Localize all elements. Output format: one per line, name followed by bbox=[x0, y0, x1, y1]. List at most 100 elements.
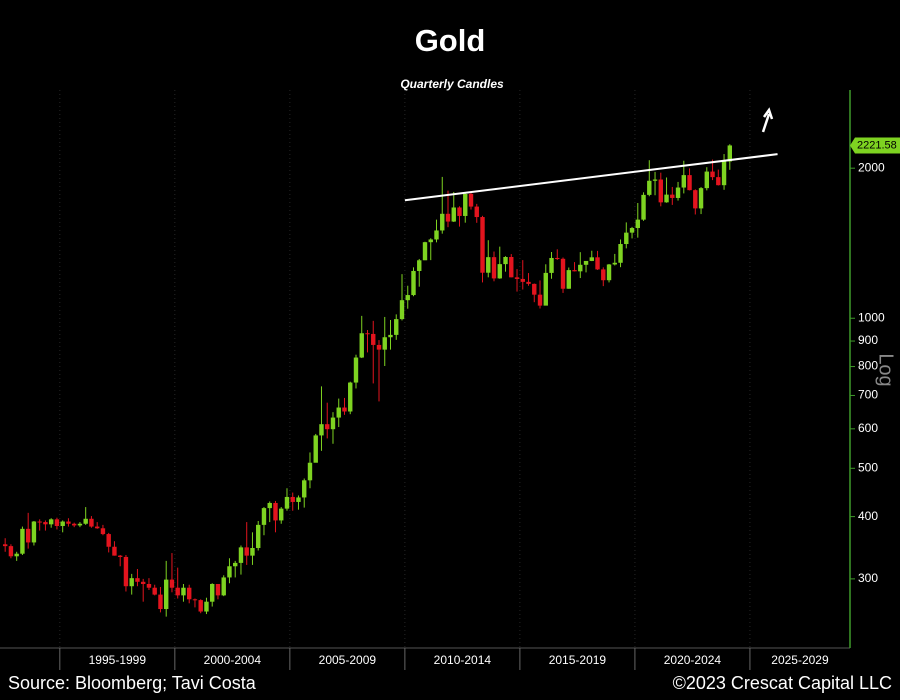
candle-body bbox=[192, 599, 198, 601]
candle-body bbox=[560, 258, 566, 289]
candle-body bbox=[578, 264, 583, 272]
candle-body bbox=[509, 256, 514, 278]
candle-body bbox=[48, 519, 54, 525]
candle-body bbox=[273, 502, 278, 521]
candle-body bbox=[647, 180, 652, 195]
candle-body bbox=[555, 257, 560, 259]
candle-body bbox=[693, 190, 698, 209]
candle-body bbox=[83, 518, 88, 524]
candle-body bbox=[532, 283, 537, 295]
candle-body bbox=[601, 269, 606, 281]
y-tick-label: 900 bbox=[858, 333, 878, 347]
candle-body bbox=[175, 587, 180, 596]
candle-body bbox=[302, 480, 307, 498]
candle-body bbox=[629, 228, 635, 233]
candle-body bbox=[8, 546, 14, 557]
candle-body bbox=[612, 262, 617, 265]
candle-body bbox=[296, 497, 301, 502]
candle-body bbox=[698, 188, 704, 209]
candle-body bbox=[94, 526, 100, 529]
candle-body bbox=[595, 257, 600, 270]
candle-body bbox=[117, 555, 123, 557]
candle-body bbox=[716, 177, 721, 186]
y-tick-label: 2000 bbox=[858, 160, 885, 174]
y-tick-label: 500 bbox=[858, 460, 878, 474]
candle-body bbox=[675, 187, 681, 198]
x-tick-label: 2000-2004 bbox=[204, 653, 262, 667]
candle-body bbox=[141, 581, 146, 584]
candle-body bbox=[365, 333, 370, 335]
candle-body bbox=[428, 239, 433, 243]
candle-body bbox=[135, 578, 140, 582]
candle-body bbox=[572, 270, 577, 272]
candle-body bbox=[681, 175, 686, 188]
candle-body bbox=[77, 523, 83, 526]
candle-body bbox=[152, 587, 157, 595]
candle-body bbox=[164, 579, 169, 610]
candle-body bbox=[399, 300, 405, 320]
candle-body bbox=[486, 257, 491, 273]
candle-body bbox=[641, 194, 646, 220]
candle-body bbox=[359, 333, 364, 358]
candle-body bbox=[204, 601, 209, 612]
candle-body bbox=[543, 272, 548, 306]
candle-body bbox=[382, 337, 387, 350]
candle-body bbox=[71, 523, 77, 526]
candle-body bbox=[463, 193, 468, 216]
candle-body bbox=[589, 257, 594, 261]
arrow bbox=[761, 107, 774, 133]
candle-body bbox=[284, 496, 290, 509]
candle-body bbox=[267, 502, 272, 509]
candle-body bbox=[474, 206, 479, 218]
candle-body bbox=[451, 207, 456, 222]
y-tick-label: 800 bbox=[858, 359, 878, 373]
candle-body bbox=[583, 260, 589, 265]
candle-body bbox=[313, 435, 318, 463]
candle-body bbox=[112, 546, 117, 556]
candle-body bbox=[624, 232, 629, 245]
y-tick-label: 400 bbox=[858, 509, 878, 523]
candle-body bbox=[221, 577, 226, 596]
x-tick-label: 2015-2019 bbox=[549, 653, 607, 667]
chart-subtitle: Quarterly Candles bbox=[400, 77, 504, 91]
candle-body bbox=[123, 556, 129, 587]
candle-body bbox=[244, 547, 249, 556]
candle-body bbox=[434, 230, 439, 240]
candle-body bbox=[618, 244, 623, 263]
candle-body bbox=[652, 179, 658, 181]
candle-body bbox=[325, 424, 330, 430]
candle-body bbox=[670, 194, 675, 198]
chart-title: Gold bbox=[415, 23, 486, 58]
x-tick-label: 1995-1999 bbox=[89, 653, 147, 667]
last-price-label: 2221.58 bbox=[857, 139, 897, 151]
candle-body bbox=[635, 219, 640, 229]
footer-copyright: ©2023 Crescat Capital LLC bbox=[673, 673, 892, 693]
candle-body bbox=[238, 547, 244, 563]
candle-body bbox=[566, 270, 571, 289]
candle-body bbox=[687, 175, 692, 191]
candle-body bbox=[181, 587, 186, 596]
candle-body bbox=[520, 278, 525, 282]
candle-body bbox=[330, 417, 336, 430]
candle-body bbox=[279, 508, 284, 521]
candle-body bbox=[704, 171, 709, 189]
candle-body bbox=[66, 521, 71, 524]
candle-body bbox=[158, 594, 163, 610]
candle-body bbox=[31, 521, 37, 543]
candle-body bbox=[2, 544, 8, 547]
trend-line bbox=[404, 153, 778, 202]
y-tick-label: 700 bbox=[858, 388, 878, 402]
candle-body bbox=[422, 242, 428, 261]
x-tick-label: 2005-2009 bbox=[319, 653, 377, 667]
candle-body bbox=[348, 382, 353, 412]
candle-body bbox=[526, 281, 531, 284]
candle-body bbox=[497, 264, 502, 279]
candle-body bbox=[54, 519, 60, 527]
last-price-box bbox=[850, 137, 900, 154]
candle-body bbox=[480, 217, 485, 273]
candle-body bbox=[187, 587, 192, 600]
candle-body bbox=[457, 207, 462, 216]
